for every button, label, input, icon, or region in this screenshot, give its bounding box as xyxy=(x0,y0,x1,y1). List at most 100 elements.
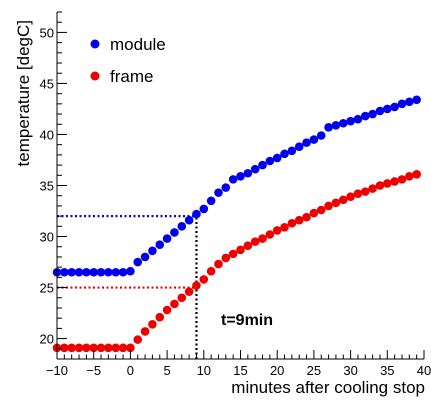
x-tick-label: −5 xyxy=(86,363,101,378)
data-point-module xyxy=(375,106,385,116)
y-tick-label: 20 xyxy=(40,332,54,347)
data-point-frame xyxy=(338,195,348,205)
data-point-frame xyxy=(206,266,216,276)
data-point-frame xyxy=(104,343,113,353)
data-point-frame xyxy=(60,343,69,353)
data-point-frame xyxy=(214,259,223,269)
y-tick-label: 40 xyxy=(40,127,54,142)
data-point-module xyxy=(221,183,231,192)
data-point-frame xyxy=(265,230,275,239)
data-point-module xyxy=(148,246,157,256)
data-point-module xyxy=(368,109,377,119)
data-point-module xyxy=(331,120,341,130)
data-point-module xyxy=(82,267,91,277)
data-point-frame xyxy=(228,249,238,259)
data-point-frame xyxy=(250,237,260,246)
data-point-frame xyxy=(353,189,363,198)
data-point-module xyxy=(214,188,223,197)
data-point-module xyxy=(118,267,128,277)
y-tick-label: 45 xyxy=(40,76,54,91)
x-tick-label: 0 xyxy=(127,363,134,378)
data-point-frame xyxy=(162,305,172,315)
data-point-frame xyxy=(126,343,135,353)
legend-label-module: module xyxy=(110,35,166,54)
y-tick-label: 50 xyxy=(40,25,54,40)
data-point-frame xyxy=(148,320,157,329)
data-point-module xyxy=(111,267,121,277)
data-point-frame xyxy=(287,218,297,228)
legend-label-frame: frame xyxy=(110,67,153,86)
legend-marker-module xyxy=(90,39,100,49)
y-axis-title: temperature [degC] xyxy=(14,20,33,166)
data-point-module xyxy=(199,204,209,214)
data-point-module xyxy=(67,267,76,277)
data-point-frame xyxy=(199,275,209,284)
data-point-frame xyxy=(96,343,106,353)
data-point-module xyxy=(412,95,421,105)
data-point-module xyxy=(155,240,165,249)
data-point-frame xyxy=(133,335,143,344)
data-point-module xyxy=(383,104,392,114)
x-tick-label: 10 xyxy=(197,363,211,378)
data-point-frame xyxy=(309,208,319,218)
reference-lines xyxy=(57,215,198,359)
data-point-module xyxy=(397,99,407,109)
data-point-module xyxy=(390,102,399,112)
data-point-frame xyxy=(383,179,392,188)
data-point-frame xyxy=(221,253,231,263)
data-point-module xyxy=(104,267,113,277)
data-point-module xyxy=(316,131,326,140)
annotation-label: t=9min xyxy=(221,312,273,329)
data-point-frame xyxy=(140,327,150,336)
data-point-frame xyxy=(324,201,333,211)
data-point-frame xyxy=(412,169,421,179)
data-point-frame xyxy=(184,287,194,296)
data-point-module xyxy=(272,153,282,163)
data-point-frame xyxy=(192,281,201,290)
data-point-frame xyxy=(346,192,355,202)
data-point-frame xyxy=(111,343,121,353)
data-point-frame xyxy=(280,223,289,232)
data-point-module xyxy=(294,142,304,152)
data-point-module xyxy=(287,146,297,156)
data-point-module xyxy=(177,222,187,231)
data-point-module xyxy=(250,164,260,174)
data-point-frame xyxy=(74,343,84,353)
x-tick-label: −10 xyxy=(46,363,68,378)
data-point-frame xyxy=(375,181,385,190)
data-point-module xyxy=(236,172,245,181)
x-tick-label: 15 xyxy=(233,363,247,378)
legend: module frame xyxy=(90,35,166,86)
data-point-module xyxy=(96,267,106,277)
data-point-frame xyxy=(177,293,187,303)
x-tick-label: 20 xyxy=(270,363,284,378)
data-point-module xyxy=(353,114,363,124)
data-point-module xyxy=(258,160,267,170)
data-point-frame xyxy=(170,299,179,309)
data-point-frame xyxy=(294,215,304,225)
data-point-module xyxy=(170,228,179,237)
data-point-frame xyxy=(368,184,377,193)
legend-marker-frame xyxy=(90,71,100,81)
data-point-module xyxy=(228,175,238,184)
data-point-frame xyxy=(360,187,370,196)
x-tick-label: 5 xyxy=(163,363,170,378)
x-tick-label: 40 xyxy=(417,363,431,378)
data-point-module xyxy=(338,118,348,128)
data-point-module xyxy=(360,111,370,121)
data-point-frame xyxy=(89,343,98,353)
data-point-module xyxy=(405,97,414,107)
data-point-frame xyxy=(316,205,326,215)
x-axis-title: minutes after cooling stop xyxy=(231,378,425,397)
x-tick-label: 25 xyxy=(307,363,321,378)
y-tick-label: 35 xyxy=(40,179,54,194)
y-tick-label: 25 xyxy=(40,281,54,296)
data-point-frame xyxy=(82,343,91,353)
data-point-frame xyxy=(397,175,407,184)
data-point-module xyxy=(243,168,253,178)
y-tick-label: 30 xyxy=(40,230,54,245)
data-point-frame xyxy=(272,226,282,235)
data-point-frame xyxy=(236,245,245,255)
data-point-module xyxy=(133,257,143,267)
data-point-module xyxy=(60,267,69,277)
